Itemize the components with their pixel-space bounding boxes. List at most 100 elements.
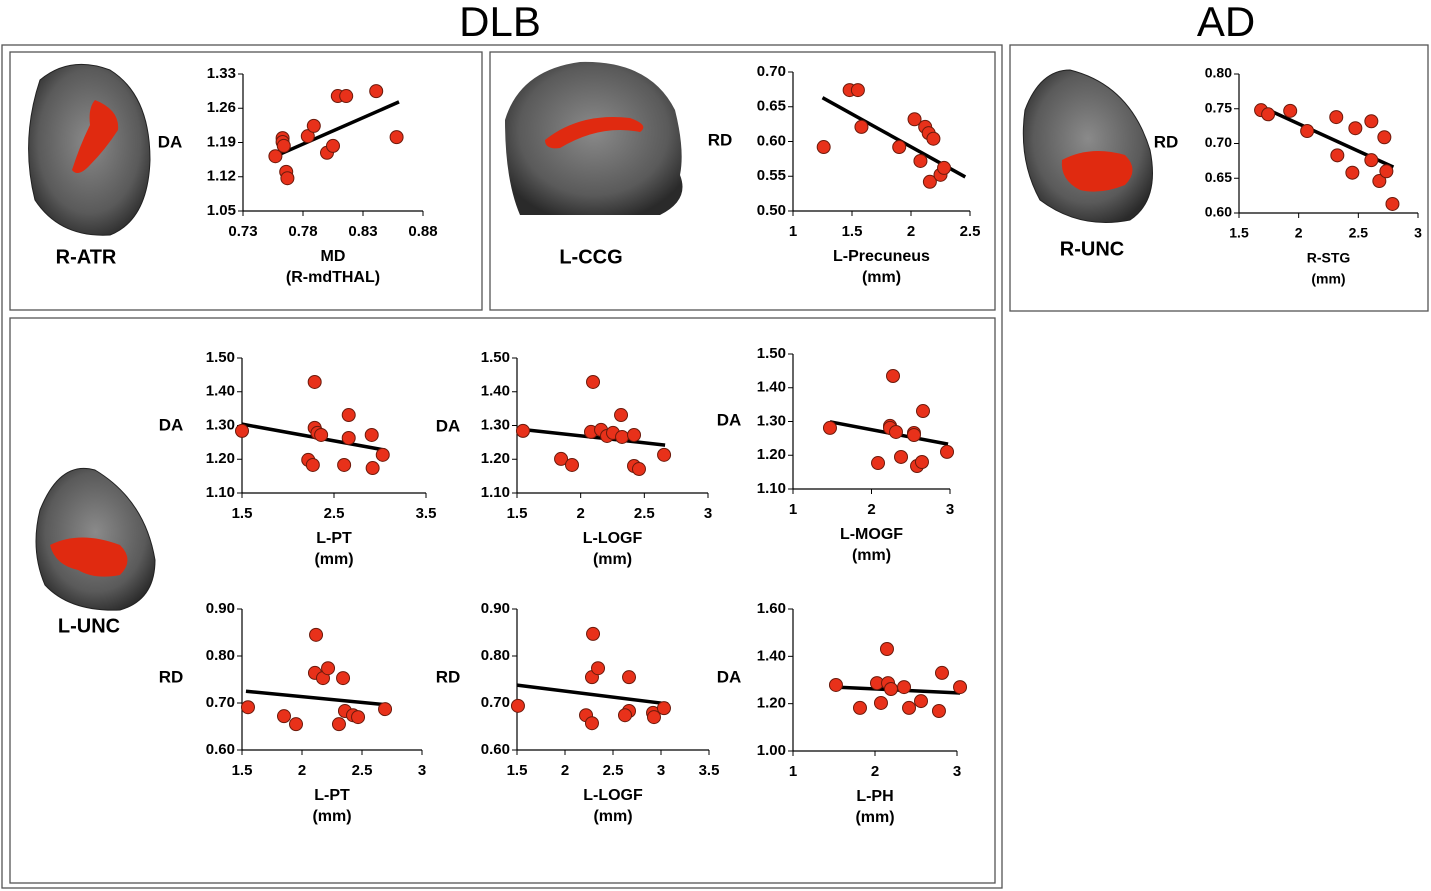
- group-title: DLB: [459, 0, 541, 45]
- data-point: [321, 661, 336, 676]
- y-tick-label: 0.65: [1205, 169, 1232, 185]
- y-tick-label: 1.30: [206, 416, 235, 433]
- x-tick-label: 3.5: [416, 505, 437, 522]
- x-axis-label: (mm): [852, 547, 891, 564]
- data-point: [1364, 153, 1379, 168]
- x-axis-label: L-LOGF: [583, 787, 643, 804]
- x-tick-label: 0.78: [288, 223, 317, 240]
- x-tick-label: 3: [953, 763, 961, 780]
- data-point: [1379, 164, 1394, 179]
- scatter-chart: 1.10 1.20 1.30 1.40 1.50 1.5 2 2.5 3 DA L-LOGF (mm): [436, 349, 712, 568]
- x-tick-label: 2.5: [603, 762, 624, 779]
- x-axis-label: L-LOGF: [583, 530, 643, 547]
- data-point: [389, 130, 404, 145]
- x-tick-label: 1: [789, 763, 797, 780]
- data-point: [914, 455, 929, 469]
- data-point: [1330, 148, 1345, 163]
- data-point: [554, 451, 569, 466]
- data-point: [1364, 114, 1379, 129]
- data-point: [586, 374, 601, 389]
- data-point: [953, 680, 968, 695]
- data-point: [510, 698, 525, 713]
- y-tick-label: 1.20: [481, 450, 510, 467]
- x-axis-label: (mm): [593, 808, 632, 825]
- x-tick-label: 1.5: [232, 762, 253, 779]
- data-point: [615, 429, 630, 444]
- data-point: [914, 694, 929, 709]
- y-tick-label: 1.30: [481, 416, 510, 433]
- y-tick-label: 1.40: [206, 383, 235, 400]
- tract-label: L-CCG: [559, 246, 622, 268]
- data-point: [515, 423, 530, 438]
- data-point: [850, 83, 865, 98]
- scatter-chart: 1.10 1.20 1.30 1.40 1.50 1 2 3 DA L-MOGF (mm): [717, 345, 954, 564]
- x-axis-label: L-PT: [314, 787, 350, 804]
- data-point: [906, 428, 921, 442]
- y-axis-label: RD: [436, 667, 461, 686]
- x-tick-label: 0.88: [408, 223, 437, 240]
- data-point: [879, 641, 894, 656]
- y-tick-label: 1.20: [757, 446, 786, 463]
- x-tick-label: 1: [789, 501, 797, 518]
- x-tick-label: 3: [704, 505, 712, 522]
- data-point: [622, 670, 637, 685]
- x-axis-label: L-MOGF: [840, 526, 903, 543]
- data-point: [937, 160, 952, 175]
- y-tick-label: 1.60: [757, 600, 786, 617]
- x-axis-label: (mm): [593, 551, 632, 568]
- x-axis-label: (mm): [1311, 271, 1345, 287]
- y-tick-label: 1.20: [757, 695, 786, 712]
- trend-line: [245, 689, 388, 707]
- data-point: [902, 700, 917, 715]
- y-tick-label: 0.70: [481, 694, 510, 711]
- data-point: [915, 404, 930, 419]
- data-point: [331, 717, 346, 732]
- data-point: [907, 112, 922, 127]
- data-point: [565, 457, 580, 472]
- y-tick-label: 1.33: [207, 65, 236, 82]
- y-tick-label: 1.50: [206, 349, 235, 366]
- data-point: [926, 131, 941, 146]
- x-axis-label: (mm): [314, 551, 353, 568]
- data-point: [1348, 121, 1363, 136]
- y-tick-label: 0.80: [206, 647, 235, 664]
- data-point: [1283, 103, 1298, 118]
- scatter-chart: 0.50 0.55 0.60 0.65 0.70 1 1.5 2 2.5 RD L-Precuneu…: [708, 63, 981, 286]
- data-point: [369, 84, 384, 99]
- x-tick-label: 2: [576, 505, 584, 522]
- data-point: [300, 129, 315, 144]
- data-point: [591, 661, 606, 676]
- y-tick-label: 1.50: [481, 349, 510, 366]
- x-tick-label: 2: [907, 223, 915, 240]
- y-tick-label: 0.60: [1205, 204, 1232, 220]
- x-tick-label: 2: [298, 762, 306, 779]
- y-tick-label: 0.80: [481, 647, 510, 664]
- y-axis-label: RD: [1154, 132, 1179, 151]
- y-tick-label: 1.50: [757, 345, 786, 362]
- x-tick-label: 1.5: [1229, 225, 1249, 241]
- data-point: [1385, 196, 1400, 211]
- data-point: [584, 716, 599, 731]
- x-tick-label: 1.5: [507, 505, 528, 522]
- trend-line: [274, 100, 400, 158]
- data-point: [306, 118, 321, 133]
- y-tick-label: 1.10: [206, 484, 235, 501]
- data-point: [365, 461, 380, 476]
- y-tick-label: 1.10: [481, 484, 510, 501]
- data-point: [892, 140, 907, 155]
- y-axis-label: DA: [436, 416, 461, 435]
- y-tick-label: 0.90: [206, 600, 235, 617]
- y-tick-label: 0.80: [1205, 65, 1232, 81]
- data-point: [913, 153, 928, 168]
- y-tick-label: 1.40: [757, 379, 786, 396]
- y-tick-label: 0.90: [481, 600, 510, 617]
- data-point: [657, 447, 672, 462]
- data-point: [871, 456, 886, 471]
- data-point: [307, 374, 322, 389]
- data-point: [816, 140, 831, 155]
- data-point: [277, 709, 291, 724]
- data-point: [276, 138, 291, 153]
- scatter-chart: 1.10 1.20 1.30 1.40 1.50 1.5 2.5 3.5 DA L-PT (mm): [159, 349, 437, 568]
- x-tick-label: 1.5: [842, 223, 863, 240]
